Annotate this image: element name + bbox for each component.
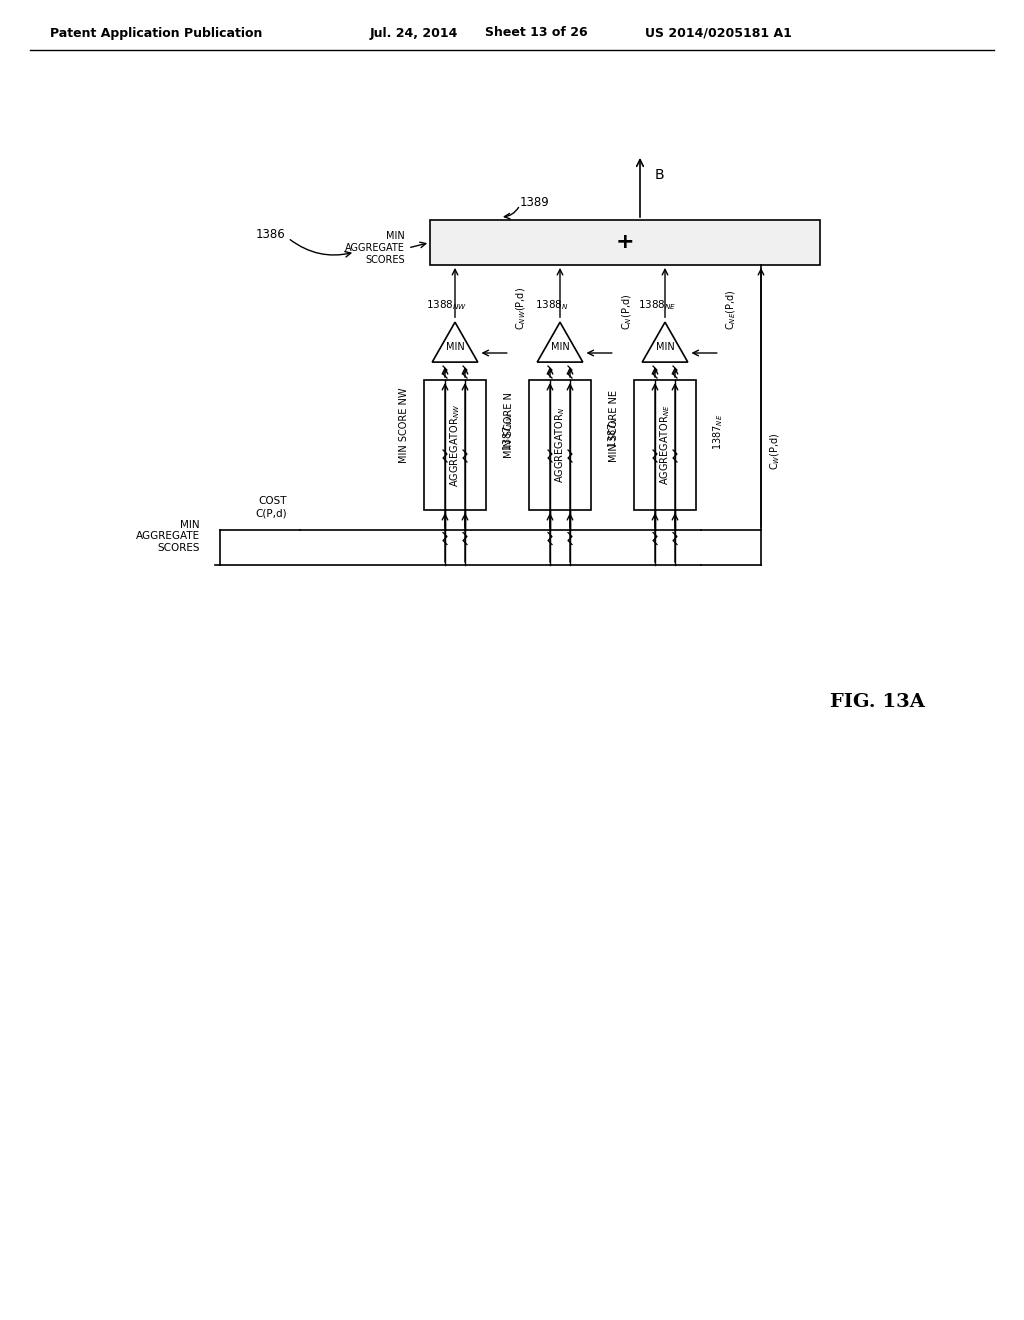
Text: MIN: MIN	[445, 342, 464, 352]
Text: COST
C(P,d): COST C(P,d)	[255, 496, 287, 517]
Text: 1387$_{N}$: 1387$_{N}$	[606, 416, 620, 447]
Text: Jul. 24, 2014: Jul. 24, 2014	[370, 26, 459, 40]
Bar	[430, 220, 820, 265]
Text: US 2014/0205181 A1: US 2014/0205181 A1	[645, 26, 792, 40]
Text: AGGREGATOR$_{NW}$: AGGREGATOR$_{NW}$	[449, 404, 462, 487]
Bar	[634, 380, 696, 510]
Text: 1388$_{NW}$: 1388$_{NW}$	[426, 298, 468, 313]
Polygon shape	[538, 322, 583, 362]
Text: AGGREGATOR$_{N}$: AGGREGATOR$_{N}$	[553, 407, 567, 483]
Text: 1389: 1389	[520, 195, 550, 209]
Text: +: +	[615, 232, 634, 252]
Text: C$_{N}$(P,d): C$_{N}$(P,d)	[620, 294, 634, 330]
Text: MIN SCORE NE: MIN SCORE NE	[609, 389, 618, 462]
Text: C$_{W}$(P,d): C$_{W}$(P,d)	[768, 432, 781, 470]
Text: Patent Application Publication: Patent Application Publication	[50, 26, 262, 40]
Text: 1386: 1386	[255, 228, 285, 242]
Text: FIG. 13A: FIG. 13A	[830, 693, 925, 711]
Text: MIN: MIN	[551, 342, 569, 352]
Text: 1387$_{NE}$: 1387$_{NE}$	[711, 414, 725, 450]
Text: C$_{NW}$(P,d): C$_{NW}$(P,d)	[515, 286, 528, 330]
Text: MIN: MIN	[655, 342, 675, 352]
Text: MIN
AGGREGATE
SCORES: MIN AGGREGATE SCORES	[136, 520, 200, 553]
Text: 1388$_{N}$: 1388$_{N}$	[536, 298, 569, 313]
Polygon shape	[432, 322, 478, 362]
Text: 1387$_{NW}$: 1387$_{NW}$	[501, 413, 515, 451]
Polygon shape	[642, 322, 688, 362]
Text: AGGREGATOR$_{NE}$: AGGREGATOR$_{NE}$	[658, 405, 672, 486]
Text: 1388$_{NE}$: 1388$_{NE}$	[638, 298, 676, 313]
Bar	[424, 380, 486, 510]
Text: MIN
AGGREGATE
SCORES: MIN AGGREGATE SCORES	[345, 231, 406, 264]
Bar	[529, 380, 591, 510]
Text: Sheet 13 of 26: Sheet 13 of 26	[485, 26, 588, 40]
Text: MIN SCORE NW: MIN SCORE NW	[399, 388, 409, 463]
Text: MIN SCORE N: MIN SCORE N	[504, 392, 514, 458]
Text: B: B	[655, 168, 665, 182]
Text: C$_{NE}$(P,d): C$_{NE}$(P,d)	[725, 289, 738, 330]
